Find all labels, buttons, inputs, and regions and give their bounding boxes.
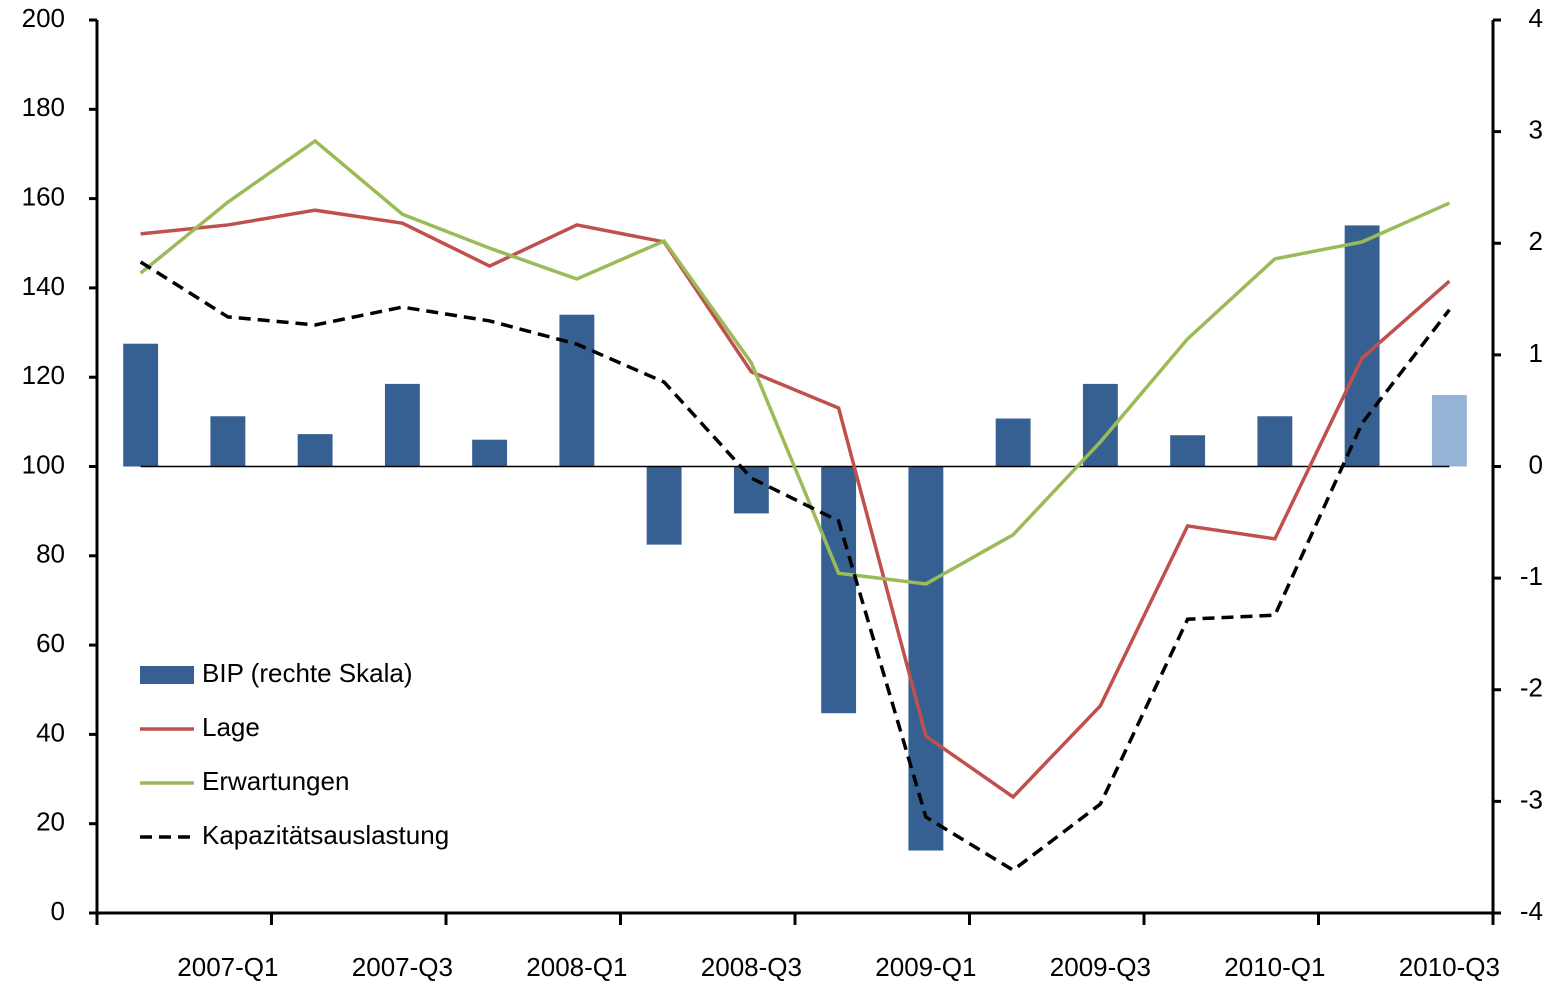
x-tick-label: 2009-Q1 (875, 952, 976, 982)
y-tick-label: 140 (22, 271, 65, 301)
bar (297, 434, 333, 467)
x-tick-label: 2009-Q3 (1050, 952, 1151, 982)
line (140, 208, 1451, 800)
y2-tick-label: -3 (1520, 784, 1543, 814)
y-tick-label: 0 (51, 896, 65, 926)
bar (646, 466, 682, 545)
line (139, 260, 1451, 873)
bar (821, 466, 857, 714)
legend-label: BIP (rechte Skala) (202, 658, 413, 688)
legend-swatch (140, 666, 194, 684)
y2-tick-label: -1 (1520, 561, 1543, 591)
y2-tick-label: 3 (1529, 115, 1543, 145)
y-tick-label: 80 (36, 539, 65, 569)
y-tick-label: 160 (22, 181, 65, 211)
x-tick-label: 2010-Q1 (1224, 952, 1325, 982)
legend-label: Lage (202, 712, 260, 742)
y-tick-label: 180 (22, 92, 65, 122)
x-tick-label: 2007-Q1 (177, 952, 278, 982)
x-tick-label: 2008-Q3 (701, 952, 802, 982)
y-tick-label: 200 (22, 3, 65, 33)
bar (210, 416, 246, 467)
x-tick-label: 2007-Q3 (352, 952, 453, 982)
x-tick-label: 2008-Q1 (526, 952, 627, 982)
y2-tick-label: 4 (1529, 3, 1543, 33)
y2-tick-label: -2 (1520, 673, 1543, 703)
bar (384, 383, 420, 467)
legend-label: Kapazitätsauslastung (202, 820, 449, 850)
bar (559, 314, 595, 467)
line (139, 138, 1451, 586)
x-tick-label: 2010-Q3 (1399, 952, 1500, 982)
bar (472, 439, 508, 467)
legend-label: Erwartungen (202, 766, 349, 796)
y-tick-label: 20 (36, 807, 65, 837)
bar (733, 466, 769, 514)
y2-tick-label: -4 (1520, 896, 1543, 926)
bar (1431, 395, 1467, 467)
bar (1257, 416, 1293, 467)
bar (995, 418, 1031, 467)
y-tick-label: 60 (36, 628, 65, 658)
y2-tick-label: 1 (1529, 338, 1543, 368)
y-tick-label: 40 (36, 717, 65, 747)
y-tick-label: 120 (22, 360, 65, 390)
bar (123, 343, 159, 467)
y2-tick-label: 2 (1529, 226, 1543, 256)
y-tick-label: 100 (22, 449, 65, 479)
y2-tick-label: 0 (1529, 449, 1543, 479)
bar (908, 466, 944, 851)
bar (1170, 435, 1206, 467)
